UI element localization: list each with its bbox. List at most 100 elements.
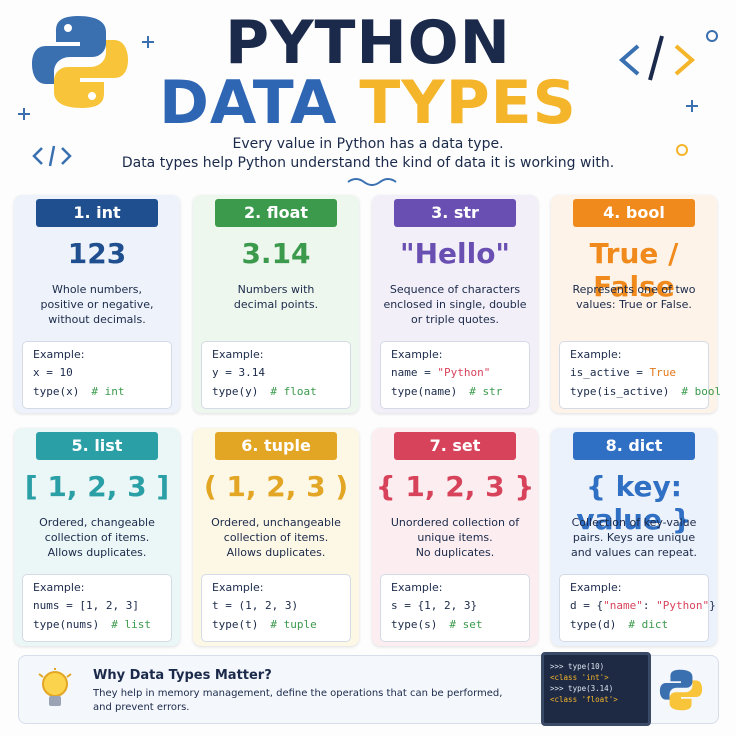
code-line: type(t) # tuple — [212, 618, 317, 631]
code-token: # list — [111, 618, 151, 631]
code-token: type(s) — [391, 618, 438, 631]
type-card: 8. dict { key: value } Collection of key-v… — [551, 428, 717, 646]
card-label: 1. int — [36, 199, 158, 227]
code-token: x = 10 — [33, 366, 73, 379]
footer-text: and prevent errors. — [93, 702, 190, 713]
code-token: y = 3.14 — [212, 366, 265, 379]
card-description: Ordered, changeable — [39, 516, 155, 529]
example-title: Example: — [33, 348, 85, 361]
code-token: type(y) — [212, 385, 259, 398]
terminal-text: >>> type(10) <class 'int'> >>> type(3.14) <… — [550, 661, 618, 705]
type-card: 5. list [ 1, 2, 3 ] Ordered, changeable col… — [14, 428, 180, 646]
card-description: No duplicates. — [415, 546, 495, 559]
title: PYTHON — [225, 8, 511, 78]
example-box: Example: nums = [1, 2, 3] type(nums) # list — [22, 574, 172, 642]
terminal-line: <class 'int'> — [550, 673, 609, 682]
card-description: Represents one of two — [572, 283, 696, 296]
example-title: Example: — [570, 348, 622, 361]
example-title: Example: — [391, 581, 443, 594]
example-box: Example: name = "Python" type(name) # str — [380, 341, 530, 409]
code-token: type(is_active) — [570, 385, 670, 398]
code-token: type(x) — [33, 385, 80, 398]
code-line: name = "Python" — [391, 366, 490, 379]
title: DATA TYPES — [0, 68, 736, 138]
card-description: Numbers with — [237, 283, 315, 296]
code-token: nums = [1, 2, 3] — [33, 599, 139, 612]
terminal-line: >>> type(10) — [550, 662, 605, 671]
bulb-icon — [38, 668, 72, 706]
code-line: nums = [1, 2, 3] — [33, 599, 139, 612]
code-line: type(nums) # list — [33, 618, 151, 631]
code-token: # set — [449, 618, 483, 631]
example-box: Example: is_active = True type(is_active) #… — [559, 341, 721, 409]
code-token: is_active = — [570, 366, 650, 379]
card-description: and values can repeat. — [570, 546, 698, 559]
code-line: d = {"name": "Python"} — [570, 599, 716, 612]
code-line: type(s) # set — [391, 618, 482, 631]
code-token: # int — [91, 385, 125, 398]
code-line: is_active = True — [570, 366, 676, 379]
code-token: "Python" — [437, 366, 491, 379]
example-box: Example: s = {1, 2, 3} type(s) # set — [380, 574, 530, 642]
code-token: : — [642, 599, 657, 612]
code-token: s = {1, 2, 3} — [391, 599, 478, 612]
example-box: Example: x = 10 type(x) # int — [22, 341, 172, 409]
code-line: type(is_active) # bool — [570, 385, 721, 398]
card-description: pairs. Keys are unique — [572, 531, 696, 544]
python-logo-small — [659, 669, 703, 711]
card-description: Unordered collection of — [390, 516, 520, 529]
card-label: 8. dict — [573, 432, 695, 460]
card-description: collection of items. — [223, 531, 329, 544]
python-logo — [32, 16, 128, 108]
code-token: type(nums) — [33, 618, 100, 631]
card-description: Allows duplicates. — [47, 546, 147, 559]
terminal: >>> type(10) <class 'int'> >>> type(3.14) <… — [541, 652, 651, 726]
type-card: 2. float 3.14 Numbers with decimal points. E… — [193, 195, 359, 413]
footer-title: Why Data Types Matter? — [93, 668, 272, 683]
decorations — [18, 30, 718, 186]
terminal-line: >>> type(3.14) — [550, 684, 614, 693]
card-description: Sequence of characters — [389, 283, 521, 296]
subtitle: Every value in Python has a data type. — [232, 136, 504, 152]
card-description: values: True or False. — [576, 298, 692, 311]
terminal-line: <class 'float'> — [550, 695, 618, 704]
code-token: type(name) — [391, 385, 458, 398]
code-token: # dict — [628, 618, 669, 631]
code-token: True — [649, 366, 676, 379]
example-title: Example: — [212, 348, 264, 361]
code-token: # bool — [681, 385, 722, 398]
card-label: 7. set — [394, 432, 516, 460]
code-token: "name" — [603, 599, 643, 612]
code-token: # str — [469, 385, 503, 398]
code-line: t = (1, 2, 3) — [212, 599, 298, 612]
example-value: ( 1, 2, 3 ) — [203, 470, 349, 503]
type-card: 6. tuple ( 1, 2, 3 ) Ordered, unchangeable… — [193, 428, 359, 646]
card-description: Ordered, unchangeable — [211, 516, 341, 529]
example-value: "Hello" — [399, 237, 511, 270]
example-box: Example: y = 3.14 type(y) # float — [201, 341, 351, 409]
type-card: 7. set { 1, 2, 3 } Unordered collection of… — [372, 428, 538, 646]
code-line: s = {1, 2, 3} — [391, 599, 477, 612]
card-label: 5. list — [36, 432, 158, 460]
example-value: 123 — [67, 237, 127, 270]
example-value: { 1, 2, 3 } — [375, 470, 535, 503]
code-token: type(t) — [212, 618, 259, 631]
code-token: type(d) — [570, 618, 617, 631]
example-value: 3.14 — [241, 237, 311, 270]
code-line: y = 3.14 — [212, 366, 265, 379]
code-token: # tuple — [270, 618, 317, 631]
card-description: decimal points. — [233, 298, 319, 311]
code-line: type(y) # float — [212, 385, 317, 398]
type-card: 1. int 123 Whole numbers, positive or negat… — [14, 195, 180, 413]
code-token: d = { — [570, 599, 604, 612]
example-title: Example: — [570, 581, 622, 594]
example-value: True / False — [589, 237, 679, 303]
code-line: x = 10 — [33, 366, 73, 379]
subtitle: Data types help Python understand the ki… — [121, 155, 615, 171]
card-description: enclosed in single, double — [383, 298, 527, 311]
type-card: 4. bool True / False Represents one of two… — [551, 195, 721, 413]
example-title: Example: — [33, 581, 85, 594]
example-title: Example: — [391, 348, 443, 361]
card-description: unique items. — [417, 531, 493, 544]
code-token: t = (1, 2, 3) — [212, 599, 299, 612]
